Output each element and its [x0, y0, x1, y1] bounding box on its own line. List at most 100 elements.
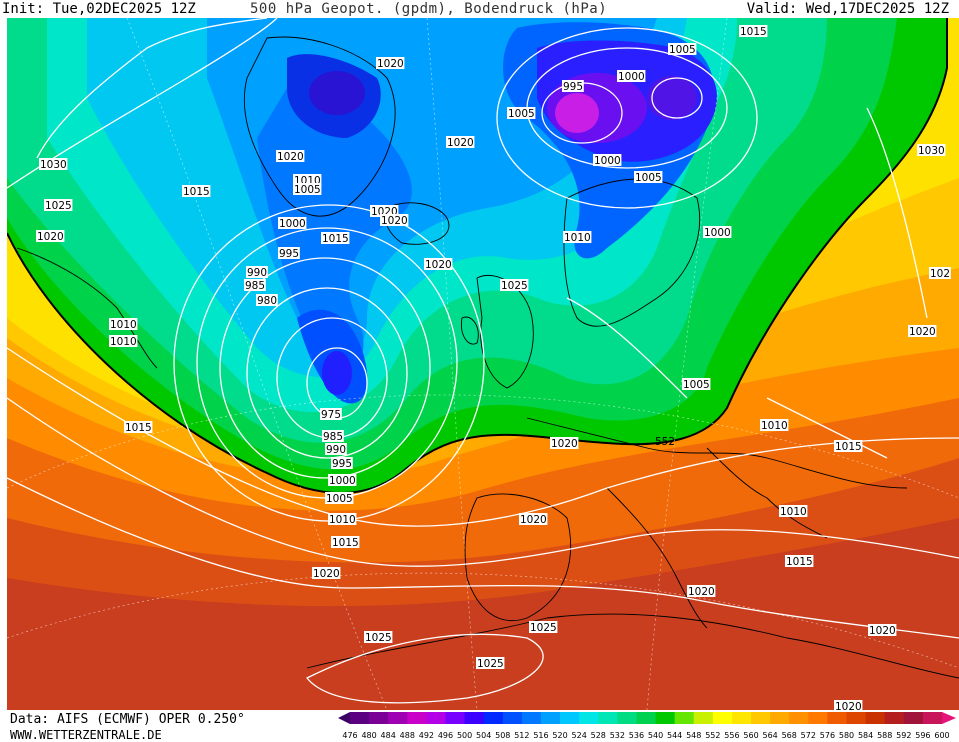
isobar-label-text: 1015 — [786, 556, 813, 568]
colorbar-swatch — [674, 712, 695, 724]
isobar-label-iso-1010-b: 1010 — [328, 513, 357, 526]
isobar-label-iso-1025-af1: 1025 — [364, 631, 393, 644]
geopotential-field: 552 101510051000995100510201020102010301… — [7, 18, 959, 710]
isobar-label-iso-1030-w: 1030 — [39, 158, 68, 171]
isobar-label-bg — [328, 474, 357, 486]
isobar-label-iso-1010-gr: 1010 — [779, 505, 808, 518]
colorbar-label: 476 — [342, 731, 357, 740]
colorbar-label: 484 — [381, 731, 396, 740]
isobar-label-bg — [364, 631, 393, 643]
isobar-label-bg — [563, 231, 592, 243]
colorbar: 476 480 484 488 492 496 500 504 508 512 516 520 524 5… — [338, 712, 956, 740]
colorbar-label: 528 — [591, 731, 606, 740]
field-500-e — [647, 76, 697, 120]
isobar-label-bg — [376, 57, 405, 69]
colorbar-label: 584 — [858, 731, 873, 740]
colorbar-label: 556 — [724, 731, 739, 740]
colorbar-swatch — [445, 712, 466, 724]
isobar-label-bg — [739, 25, 768, 37]
isobar-label-bg — [500, 279, 529, 291]
colorbar-swatch — [770, 712, 790, 724]
isobar-label-iso-1010-scan: 1010 — [563, 231, 592, 244]
isobar-label-iso-990-a: 990 — [246, 266, 268, 279]
isobar-label-bg — [109, 318, 138, 330]
isobar-label-text: 980 — [257, 295, 277, 307]
colorbar-label: 560 — [743, 731, 758, 740]
isobar-label-text: 990 — [326, 444, 346, 456]
init-time: Init: Tue,02DEC2025 12Z — [2, 1, 196, 17]
isobar-label-text: 1030 — [918, 145, 945, 157]
isobar-label-iso-102-e: 102 — [929, 267, 951, 280]
isobar-label-text: 1025 — [501, 280, 528, 292]
isobar-label-iso-1025-w: 1025 — [44, 199, 73, 212]
isobar-label-bg — [593, 154, 622, 166]
isobar-label-bg — [321, 232, 350, 244]
isobar-label-bg — [634, 171, 663, 183]
isobar-label-iso-1000-b: 1000 — [328, 474, 357, 487]
isobar-label-iso-1015-tr: 1015 — [834, 440, 863, 453]
isobar-label-bg — [278, 247, 300, 259]
isobar-label-bg — [785, 555, 814, 567]
isobar-label-text: 1000 — [594, 155, 621, 167]
isobar-label-iso-1020-green: 1020 — [376, 57, 405, 70]
isobar-label-text: 1020 — [447, 137, 474, 149]
isobar-label-iso-1005-top: 1005 — [668, 43, 697, 56]
website: WWW.WETTERZENTRALE.DE — [10, 728, 162, 742]
colorbar-label: 544 — [667, 731, 682, 740]
isobar-label-iso-1015-a: 1015 — [321, 232, 350, 245]
isobar-label-bg — [246, 266, 268, 278]
isobar-label-bg — [256, 294, 278, 306]
colorbar-label: 592 — [896, 731, 911, 740]
colorbar-label: 492 — [419, 731, 434, 740]
isobar-label-bg — [760, 419, 789, 431]
isobar-label-text: 1010 — [761, 420, 788, 432]
isobar-label-text: 1005 — [669, 44, 696, 56]
isobar-label-text: 1015 — [740, 26, 767, 38]
colorbar-label: 588 — [877, 731, 892, 740]
colorbar-label: 500 — [457, 731, 472, 740]
valid-time: Valid: Wed,17DEC2025 12Z — [746, 1, 949, 17]
colorbar-label: 576 — [820, 731, 835, 740]
isobar-label-iso-980-a: 980 — [256, 294, 278, 307]
isobar-label-bg — [446, 136, 475, 148]
isobar-label-bg — [682, 378, 711, 390]
colorbar-swatch — [712, 712, 733, 724]
colorbar-label: 496 — [438, 731, 453, 740]
isobar-label-iso-1020-c: 1020 — [380, 214, 409, 227]
isobar-label-iso-1010-sw1: 1010 — [109, 318, 138, 331]
graticule — [7, 18, 959, 710]
isobar-label-bg — [703, 226, 732, 238]
isobar-label-bg — [312, 567, 341, 579]
isobar-label-text: 1030 — [40, 159, 67, 171]
field-500-low — [322, 351, 352, 395]
isobar-label-bg — [331, 457, 353, 469]
isobar-label-iso-1000-a: 1000 — [278, 217, 307, 230]
isobar-label-text: 1010 — [110, 336, 137, 348]
weather-map: 552 1015 1005 1000 995 1005 1020 1020 1020 1030 1… — [7, 18, 959, 710]
isobar-label-iso-1005-norw: 1005 — [507, 107, 536, 120]
colorbar-swatch — [521, 712, 542, 724]
isobar-label-text: 1015 — [835, 441, 862, 453]
colorbar-swatch — [350, 712, 370, 724]
colorbar-swatch — [369, 712, 389, 724]
isobar-label-bg — [124, 421, 153, 433]
colorbar-label: 580 — [839, 731, 854, 740]
colorbar-label: 520 — [552, 731, 567, 740]
colorbar-swatch — [540, 712, 561, 724]
isobar-label-text: 1015 — [322, 233, 349, 245]
isobar-label-iso-995-top: 995 — [562, 80, 584, 93]
colorbar-label: 540 — [648, 731, 663, 740]
isobar-label-text: 1015 — [125, 422, 152, 434]
isobar-label-iso-1015-w: 1015 — [182, 185, 211, 198]
isobar-label-text: 1000 — [279, 218, 306, 230]
isobar-label-text: 1020 — [381, 215, 408, 227]
isobar-label-bg — [834, 440, 863, 452]
isobar-label-bg — [39, 158, 68, 170]
isobar-label-bg — [325, 443, 347, 455]
isobar-label-iso-1020-sp: 1020 — [519, 513, 548, 526]
isobar-label-bg — [562, 80, 584, 92]
colorbar-swatch — [693, 712, 714, 724]
isobar-label-iso-1020-ice: 1020 — [446, 136, 475, 149]
colorbar-swatch — [579, 712, 599, 724]
isobar-label-text: 1005 — [635, 172, 662, 184]
